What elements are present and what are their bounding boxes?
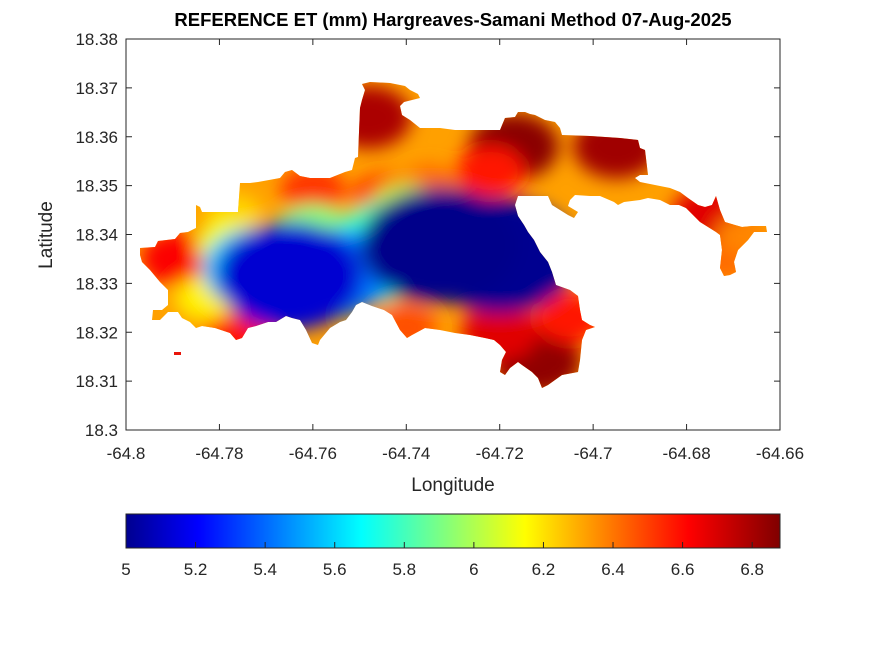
chart-title: REFERENCE ET (mm) Hargreaves-Samani Meth…: [174, 9, 731, 30]
et-data-point: [375, 304, 437, 350]
x-tick-label: -64.74: [382, 444, 430, 463]
y-tick-label: 18.32: [75, 323, 118, 342]
x-axis: -64.8 -64.78 -64.76 -64.74 -64.72 -64.7 -64.68…: [107, 39, 804, 463]
x-tick-label: -64.8: [107, 444, 146, 463]
y-tick-label: 18.35: [75, 177, 118, 196]
colorbar-tick-label: 5.8: [392, 560, 416, 579]
colorbar-tick-label: 6.8: [740, 560, 764, 579]
et-data-point: [573, 114, 660, 179]
et-data-point: [360, 187, 518, 304]
x-tick-label: -64.78: [195, 444, 243, 463]
x-tick-label: -64.72: [476, 444, 524, 463]
y-axis-label: Latitude: [36, 201, 57, 269]
et-contour-field: [140, 82, 767, 388]
y-tick-label: 18.36: [75, 128, 118, 147]
x-tick-label: -64.66: [756, 444, 804, 463]
y-axis: 18.3 18.31 18.32 18.33 18.34 18.35 18.36 18.37 1…: [75, 30, 780, 440]
y-tick-label: 18.34: [75, 226, 118, 245]
et-data-point: [216, 222, 363, 331]
islet-speck: [174, 352, 181, 355]
et-data-point: [455, 145, 525, 197]
colorbar-tick-label: 6.4: [601, 560, 625, 579]
colorbar-tick-label: 5.2: [184, 560, 208, 579]
colorbar-tick-label: 6: [469, 560, 478, 579]
et-data-point: [326, 85, 412, 149]
colorbar-tick-label: 5.6: [323, 560, 347, 579]
y-tick-label: 18.38: [75, 30, 118, 49]
colorbar-tick-label: 5.4: [253, 560, 277, 579]
y-tick-label: 18.33: [75, 274, 118, 293]
x-tick-label: -64.68: [662, 444, 710, 463]
colorbar-tick-label: 6.2: [532, 560, 556, 579]
y-tick-label: 18.31: [75, 372, 118, 391]
x-tick-label: -64.7: [574, 444, 613, 463]
et-data-point: [716, 215, 767, 254]
x-axis-label: Longitude: [411, 475, 494, 496]
et-data-point: [140, 231, 214, 286]
y-tick-label: 18.3: [85, 421, 118, 440]
x-tick-label: -64.76: [289, 444, 337, 463]
y-tick-label: 18.37: [75, 79, 118, 98]
colorbar-tick-label: 5: [121, 560, 130, 579]
colorbar-ticks: 5 5.2 5.4 5.6 5.8 6 6.2 6.4 6.6 6.8: [121, 542, 764, 579]
colorbar-tick-label: 6.6: [671, 560, 695, 579]
et-data-point: [280, 166, 346, 215]
colorbar: [125, 513, 781, 549]
